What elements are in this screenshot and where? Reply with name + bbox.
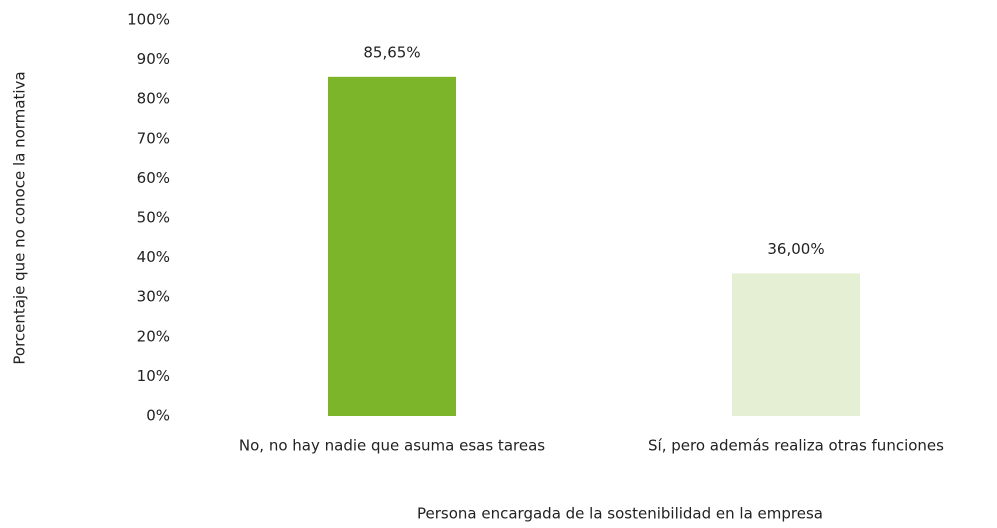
data-label: 85,65%: [363, 43, 420, 61]
data-label: 36,00%: [767, 240, 824, 258]
y-tick-label: 80%: [137, 90, 170, 108]
y-tick-label: 10%: [137, 367, 170, 385]
y-tick-label: 20%: [137, 327, 170, 345]
x-tick-label: No, no hay nadie que asuma esas tareas: [239, 437, 545, 455]
y-tick-label: 30%: [137, 288, 170, 306]
y-tick-label: 50%: [137, 209, 170, 227]
bar: [328, 76, 456, 417]
y-axis-label: Porcentaje que no conoce la normativa: [11, 71, 29, 364]
bar: [732, 273, 860, 416]
x-axis-label: Persona encargada de la sostenibilidad e…: [417, 505, 823, 523]
y-tick-label: 0%: [146, 407, 170, 425]
x-tick-label: Sí, pero además realiza otras funciones: [648, 437, 944, 455]
y-tick-label: 60%: [137, 169, 170, 187]
y-tick-label: 40%: [137, 248, 170, 266]
y-tick-label: 70%: [137, 129, 170, 147]
y-tick-label: 90%: [137, 50, 170, 68]
y-tick-label: 100%: [127, 11, 170, 29]
